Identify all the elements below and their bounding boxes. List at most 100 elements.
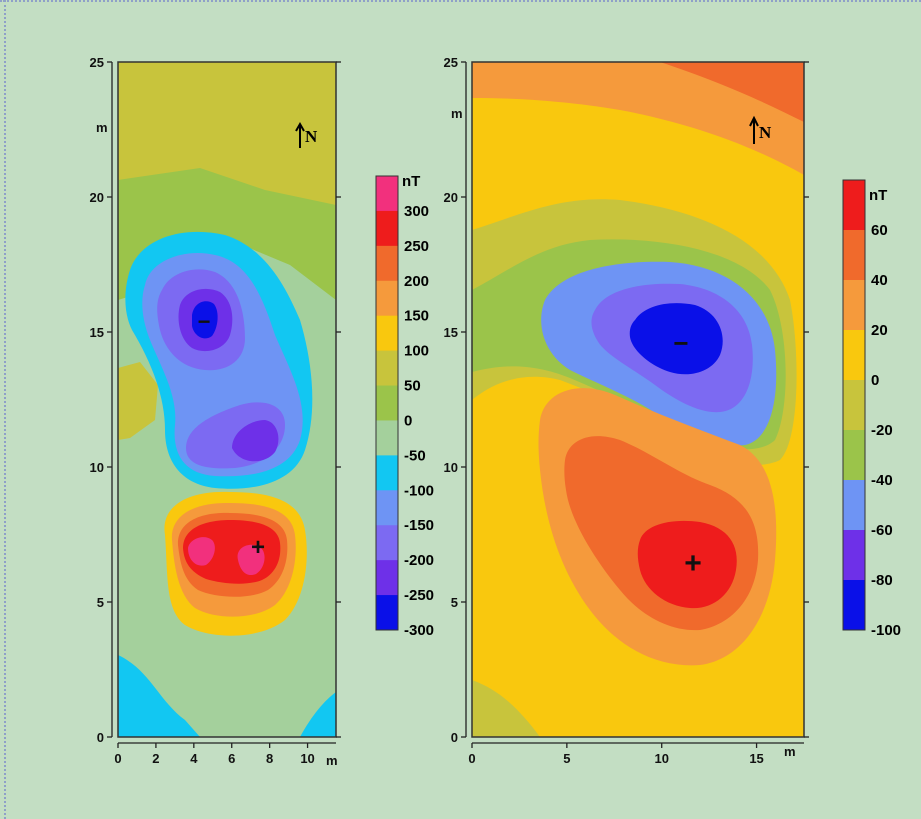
colorbar-label: -80	[871, 572, 893, 589]
right-plot-border	[471, 61, 805, 738]
colorbar-swatch	[376, 385, 398, 421]
right-negative-pole-marker: −	[673, 328, 688, 358]
colorbar-label: 50	[404, 378, 421, 395]
colorbar-label: 20	[871, 322, 888, 339]
right-positive-pole-marker: +	[684, 547, 702, 580]
x-tick-label: 4	[190, 751, 198, 766]
colorbar-swatch	[376, 176, 398, 212]
frame-dotted-top-border	[0, 0, 921, 2]
colorbar-swatch	[843, 530, 865, 581]
x-tick-label: 0	[468, 751, 475, 766]
right-axes: 0 5 10 15 20 25 0 5 10 15 m m	[444, 55, 809, 766]
colorbar-label: 100	[404, 343, 429, 360]
colorbar-label: 0	[404, 412, 412, 429]
colorbar-swatch	[843, 480, 865, 531]
left-colorbar: nT 300 250 200 150 100 50 0 -50 -100 -150 -200 -250…	[375, 173, 434, 639]
y-tick-label: 20	[444, 190, 458, 205]
contour-band-60-low	[637, 520, 737, 609]
y-tick-label: 25	[90, 55, 104, 70]
colorbar-swatch	[376, 490, 398, 526]
y-tick-label: 15	[90, 325, 104, 340]
colorbar-swatch	[843, 380, 865, 431]
y-tick-label: 5	[97, 595, 104, 610]
colorbar-swatch	[376, 560, 398, 596]
x-tick-label: 15	[749, 751, 763, 766]
y-tick-label: 15	[444, 325, 458, 340]
colorbar-swatch	[376, 280, 398, 317]
colorbar-label: -150	[404, 517, 434, 534]
y-tick-label: 10	[444, 460, 458, 475]
left-colorbar-unit: nT	[402, 173, 420, 190]
contour-band-neg50-lowlobe	[118, 362, 158, 440]
colorbar-label: -200	[404, 552, 434, 569]
colorbar-label: 60	[871, 222, 888, 239]
left-markers: − +	[198, 309, 265, 561]
left-x-unit-label: m	[326, 753, 338, 768]
colorbar-swatch	[376, 455, 398, 491]
y-tick-label: 0	[451, 730, 458, 745]
colorbar-swatch	[376, 350, 398, 387]
x-tick-label: 10	[654, 751, 668, 766]
y-tick-label: 10	[90, 460, 104, 475]
frame-dotted-left-border	[4, 0, 6, 819]
colorbar-border	[375, 175, 399, 631]
colorbar-label: -40	[871, 472, 893, 489]
colorbar-swatch	[843, 280, 865, 331]
x-tick-label: 5	[563, 751, 570, 766]
right-x-unit-label: m	[784, 744, 796, 759]
contour-band-neg20-south	[472, 680, 540, 737]
colorbar-swatch	[376, 420, 398, 456]
left-y-unit-label: m	[96, 120, 108, 135]
north-arrow-icon	[295, 121, 305, 148]
colorbar-label: -250	[404, 587, 434, 604]
right-colorbar-unit: nT	[869, 187, 887, 204]
colorbar-swatch	[376, 525, 398, 561]
x-tick-label: 6	[228, 751, 235, 766]
y-tick-label: 0	[97, 730, 104, 745]
colorbar-swatch	[376, 210, 398, 247]
colorbar-label: -20	[871, 422, 893, 439]
colorbar-swatch	[376, 315, 398, 352]
colorbar-label: 40	[871, 272, 888, 289]
left-contour-map	[118, 62, 336, 737]
colorbar-swatch	[843, 230, 865, 281]
x-tick-label: 0	[114, 751, 121, 766]
colorbar-label: 300	[404, 203, 429, 220]
colorbar-label: -300	[404, 622, 434, 639]
right-y-unit-label: m	[451, 106, 463, 121]
right-chart-panel: 0 5 10 15 20 25 0 5 10 15 m m N − + nT 60 40 20 0 -2…	[444, 55, 902, 766]
colorbar-label: 200	[404, 273, 429, 290]
left-negative-pole-marker: −	[198, 309, 211, 334]
right-north-label: N	[759, 123, 772, 142]
y-tick-label: 5	[451, 595, 458, 610]
colorbar-label: 150	[404, 308, 429, 325]
left-positive-pole-marker: +	[251, 534, 265, 561]
contour-band-neg250-lowlobe	[232, 420, 279, 462]
contour-band-neg100-south	[118, 655, 336, 737]
x-tick-label: 8	[266, 751, 273, 766]
colorbar-swatch	[376, 245, 398, 282]
colorbar-label: 0	[871, 372, 879, 389]
y-tick-label: 25	[444, 55, 458, 70]
left-chart-panel: 0 5 10 15 20 25 0 2 4 6 8 10 m m N − + nT 300 250 20…	[90, 55, 435, 768]
colorbar-label: -100	[871, 622, 901, 639]
colorbar-label: -100	[404, 482, 434, 499]
contour-band-neg300	[192, 301, 218, 339]
x-tick-label: 2	[152, 751, 159, 766]
colorbar-border	[842, 179, 866, 631]
left-plot-border	[117, 61, 337, 738]
contour-band-40	[660, 62, 804, 122]
colorbar-swatch	[843, 430, 865, 481]
contour-band-300	[188, 537, 265, 576]
colorbar-swatch	[843, 330, 865, 381]
colorbar-swatch	[376, 595, 398, 631]
north-arrow-icon	[749, 115, 759, 144]
colorbar-label: 250	[404, 238, 429, 255]
right-contour-map	[472, 62, 804, 737]
colorbar-label: -60	[871, 522, 893, 539]
right-colorbar: nT 60 40 20 0 -20 -40 -60 -80 -100	[842, 179, 901, 639]
colorbar-swatch	[843, 180, 865, 231]
contour-band-neg100	[629, 303, 723, 375]
right-markers: − +	[673, 328, 701, 580]
